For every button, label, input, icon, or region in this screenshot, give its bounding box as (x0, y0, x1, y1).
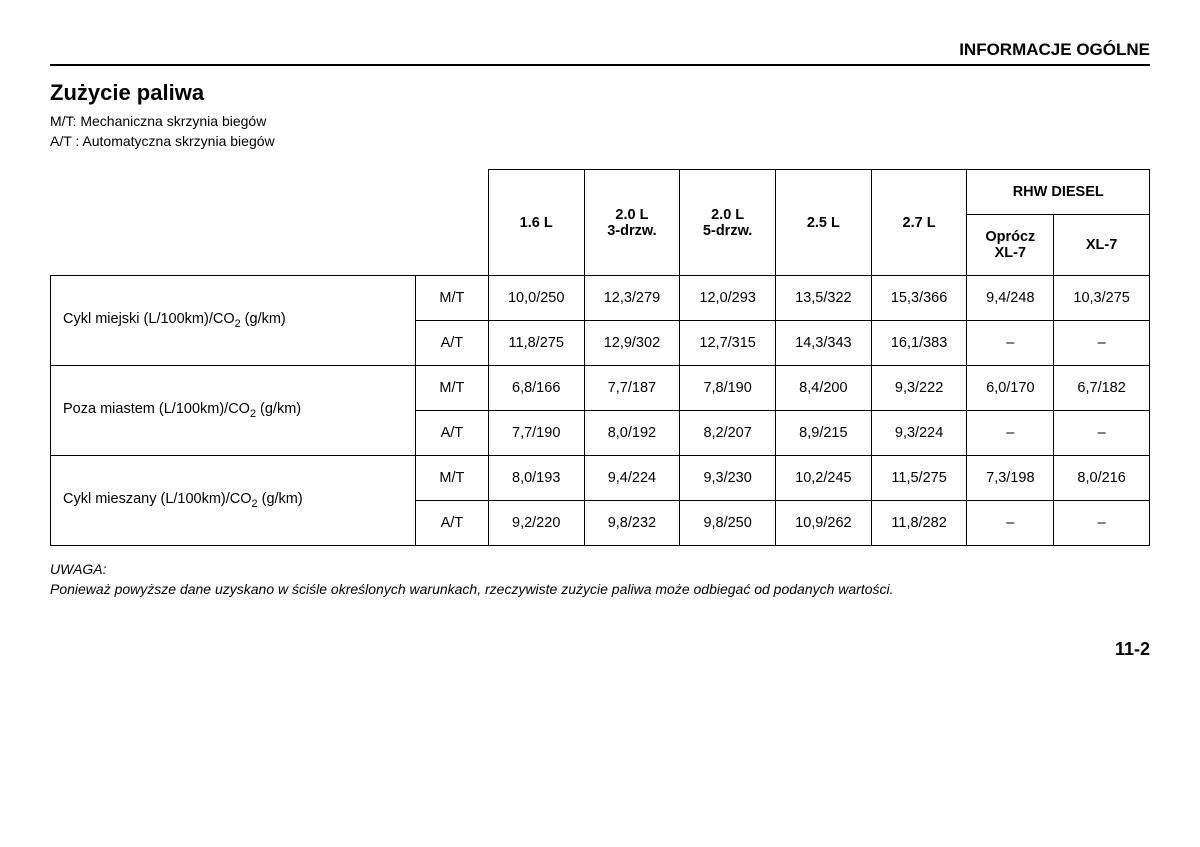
cell: 9,3/230 (680, 456, 776, 501)
cell: 9,4/224 (584, 456, 680, 501)
cell: 13,5/322 (776, 276, 872, 321)
cell: 11,8/275 (488, 321, 584, 366)
cell: 6,0/170 (967, 366, 1054, 411)
cell: 9,8/250 (680, 501, 776, 546)
cell: 12,0/293 (680, 276, 776, 321)
col-2.0l-5d: 2.0 L5-drzw. (680, 170, 776, 276)
legend-mt: M/T: Mechaniczna skrzynia biegów (50, 112, 1150, 132)
row-label-extra-urban: Poza miastem (L/100km)/CO2 (g/km) (51, 366, 416, 456)
table-row: Cykl miejski (L/100km)/CO2 (g/km) M/T 10… (51, 276, 1150, 321)
col-2.0l-3d: 2.0 L3-drzw. (584, 170, 680, 276)
section-title: Zużycie paliwa (50, 80, 1150, 106)
fuel-consumption-table: 1.6 L 2.0 L3-drzw. 2.0 L5-drzw. 2.5 L 2.… (50, 169, 1150, 546)
note-label: UWAGA: (50, 561, 107, 577)
col-diesel-group: RHW DIESEL (967, 170, 1150, 215)
cell: 10,9/262 (776, 501, 872, 546)
cell: – (967, 321, 1054, 366)
col-diesel-xl7: XL-7 (1054, 215, 1150, 276)
cell: 10,3/275 (1054, 276, 1150, 321)
cell: 8,4/200 (776, 366, 872, 411)
cell: – (967, 411, 1054, 456)
table-row: Cykl mieszany (L/100km)/CO2 (g/km) M/T 8… (51, 456, 1150, 501)
cell: 7,8/190 (680, 366, 776, 411)
cell: 8,2/207 (680, 411, 776, 456)
cell: 7,7/190 (488, 411, 584, 456)
page-header-rule: INFORMACJE OGÓLNE (50, 40, 1150, 66)
trans-mt: M/T (415, 366, 488, 411)
header-blank (51, 170, 489, 276)
cell: 9,2/220 (488, 501, 584, 546)
cell: 9,4/248 (967, 276, 1054, 321)
col-2.5l: 2.5 L (776, 170, 872, 276)
trans-at: A/T (415, 501, 488, 546)
cell: 9,3/224 (871, 411, 967, 456)
row-label-city: Cykl miejski (L/100km)/CO2 (g/km) (51, 276, 416, 366)
note-block: UWAGA: Ponieważ powyższe dane uzyskano w… (50, 560, 1150, 599)
cell: 8,0/193 (488, 456, 584, 501)
col-1.6l: 1.6 L (488, 170, 584, 276)
row-label-combined: Cykl mieszany (L/100km)/CO2 (g/km) (51, 456, 416, 546)
cell: 8,9/215 (776, 411, 872, 456)
trans-at: A/T (415, 411, 488, 456)
cell: 7,7/187 (584, 366, 680, 411)
col-2.7l: 2.7 L (871, 170, 967, 276)
page-number: 11-2 (50, 639, 1150, 660)
cell: 11,8/282 (871, 501, 967, 546)
legend-at: A/T : Automatyczna skrzynia biegów (50, 132, 1150, 152)
trans-mt: M/T (415, 276, 488, 321)
cell: – (1054, 411, 1150, 456)
cell: 9,3/222 (871, 366, 967, 411)
cell: – (1054, 501, 1150, 546)
header-row-1: 1.6 L 2.0 L3-drzw. 2.0 L5-drzw. 2.5 L 2.… (51, 170, 1150, 215)
cell: 9,8/232 (584, 501, 680, 546)
cell: 12,3/279 (584, 276, 680, 321)
table-row: Poza miastem (L/100km)/CO2 (g/km) M/T 6,… (51, 366, 1150, 411)
cell: 14,3/343 (776, 321, 872, 366)
page-header-title: INFORMACJE OGÓLNE (50, 40, 1150, 60)
cell: – (967, 501, 1054, 546)
trans-mt: M/T (415, 456, 488, 501)
cell: 11,5/275 (871, 456, 967, 501)
cell: 15,3/366 (871, 276, 967, 321)
cell: 16,1/383 (871, 321, 967, 366)
cell: 8,0/216 (1054, 456, 1150, 501)
cell: 10,0/250 (488, 276, 584, 321)
cell: 12,9/302 (584, 321, 680, 366)
cell: 8,0/192 (584, 411, 680, 456)
cell: – (1054, 321, 1150, 366)
cell: 6,7/182 (1054, 366, 1150, 411)
cell: 7,3/198 (967, 456, 1054, 501)
cell: 10,2/245 (776, 456, 872, 501)
cell: 12,7/315 (680, 321, 776, 366)
note-text: Ponieważ powyższe dane uzyskano w ściśle… (50, 581, 894, 597)
legend-block: M/T: Mechaniczna skrzynia biegów A/T : A… (50, 112, 1150, 151)
trans-at: A/T (415, 321, 488, 366)
cell: 6,8/166 (488, 366, 584, 411)
col-diesel-except-xl7: OpróczXL-7 (967, 215, 1054, 276)
